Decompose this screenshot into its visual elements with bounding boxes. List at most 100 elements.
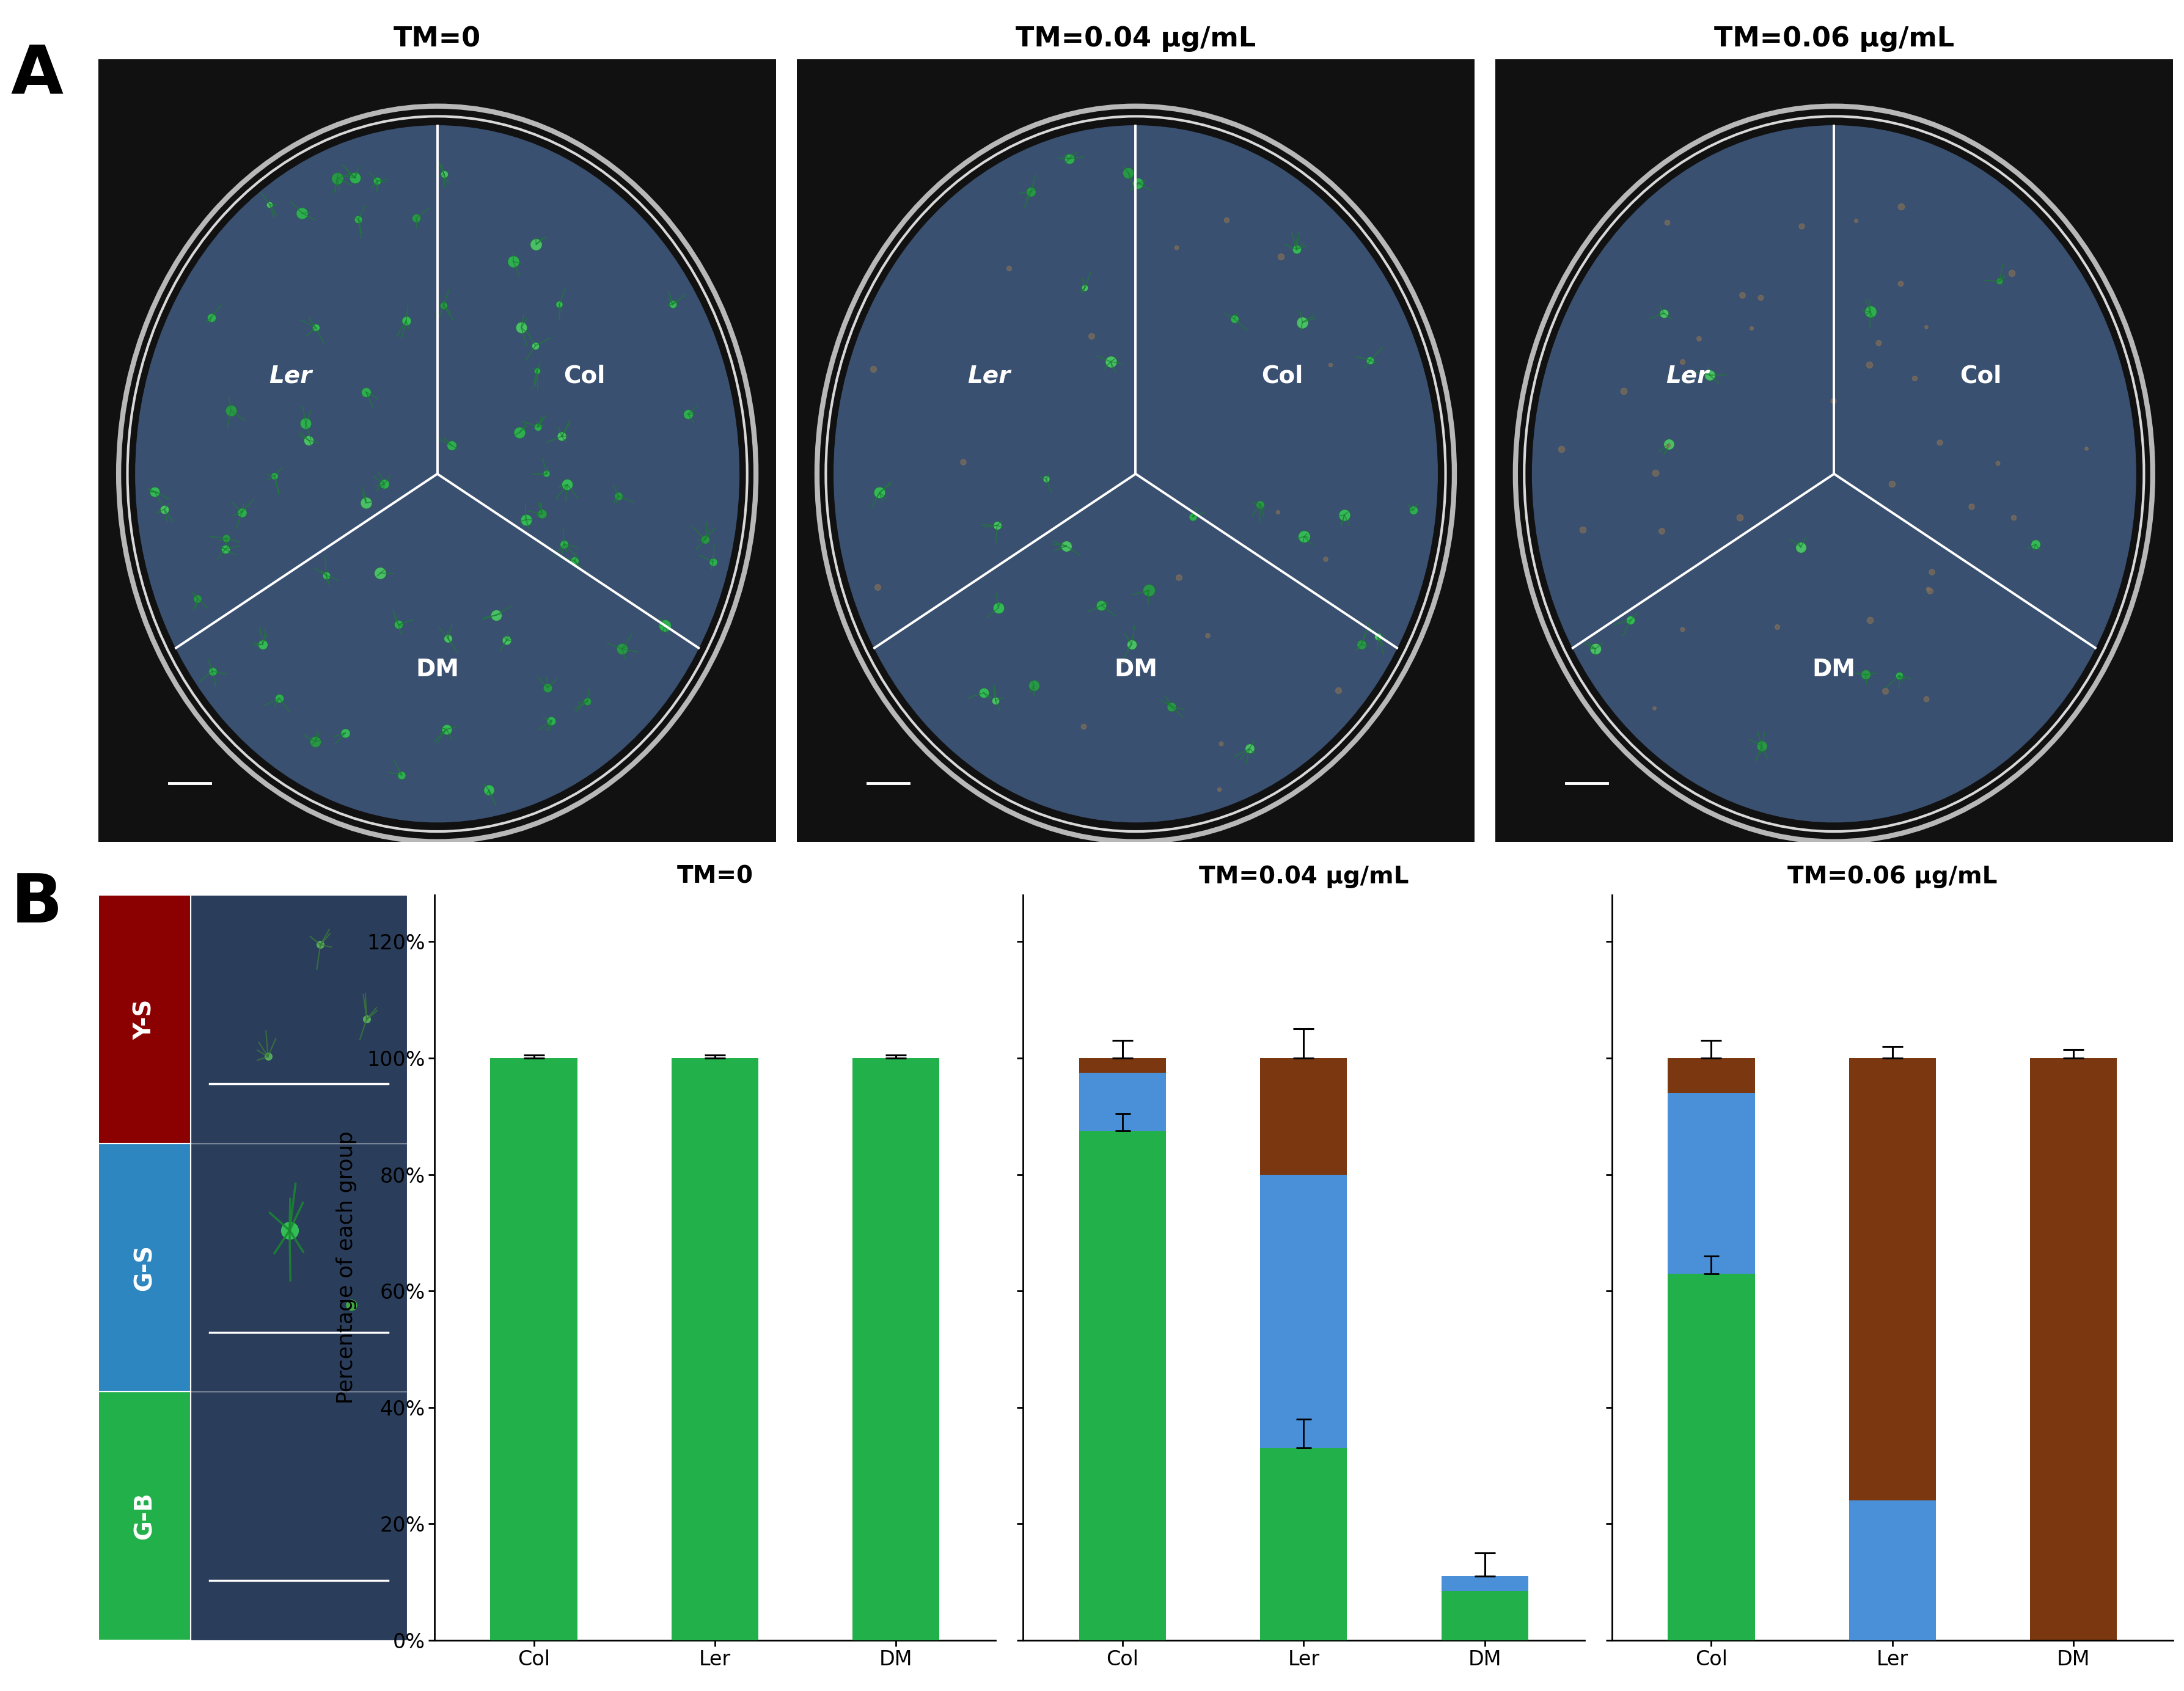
Bar (1850, 1059, 1935, 1640)
Point (601, 482, 636, 509)
Point (981, 594, 1016, 621)
Point (946, 448, 981, 475)
Point (1265, 244, 1299, 271)
Point (1852, 607, 1887, 634)
Bar (98, 1392, 190, 1640)
Point (2068, 435, 2103, 462)
Point (1638, 460, 1673, 487)
Point (1605, 377, 1640, 404)
Point (1682, 325, 1717, 352)
Point (1190, 622, 1225, 649)
Point (496, 247, 531, 274)
Point (1243, 490, 1278, 517)
Point (1922, 430, 1957, 457)
Point (1577, 636, 1612, 663)
Point (251, 1043, 286, 1070)
Point (1861, 330, 1896, 357)
Point (1725, 281, 1760, 308)
Point (288, 409, 323, 436)
Point (529, 460, 563, 487)
Point (1734, 315, 1769, 342)
Text: DM: DM (1114, 658, 1158, 681)
Point (253, 191, 288, 218)
Point (546, 531, 581, 558)
Point (426, 161, 461, 188)
Bar (190, 895, 406, 1143)
Point (509, 506, 544, 533)
Bar (670, 1059, 758, 1640)
Point (557, 548, 592, 575)
Point (544, 423, 579, 450)
Text: G-S: G-S (133, 1245, 157, 1290)
Bar (2029, 1059, 2116, 1640)
Point (1664, 616, 1699, 643)
Title: TM=0.04 μg/mL: TM=0.04 μg/mL (1016, 25, 1256, 52)
Point (655, 291, 690, 318)
Point (1815, 387, 1850, 414)
Bar (1850, 1500, 1935, 1640)
Point (1883, 271, 1918, 298)
Point (1636, 695, 1671, 722)
Title: TM=0: TM=0 (677, 864, 753, 888)
Point (214, 397, 249, 424)
Title: TM=0.04 μg/mL: TM=0.04 μg/mL (1199, 864, 1409, 888)
Point (2018, 531, 2053, 558)
Point (194, 304, 229, 331)
Bar (1079, 1131, 1166, 1640)
Point (1913, 558, 1948, 585)
Point (1201, 776, 1236, 803)
Point (1131, 577, 1166, 604)
Point (1723, 504, 1758, 531)
Point (1048, 533, 1083, 560)
Text: Ler: Ler (269, 365, 312, 387)
Point (1016, 671, 1051, 698)
Point (258, 462, 293, 489)
Point (328, 719, 363, 746)
Point (1983, 267, 2018, 294)
Point (400, 205, 435, 232)
Point (1094, 348, 1129, 375)
Text: DM: DM (1813, 658, 1856, 681)
Point (1321, 676, 1356, 703)
Point (1883, 193, 1918, 220)
Point (262, 685, 297, 712)
Point (1396, 497, 1431, 524)
Point (426, 293, 461, 320)
Point (1328, 502, 1363, 529)
Point (435, 431, 470, 458)
Point (1913, 577, 1948, 604)
Point (349, 379, 384, 406)
Point (1651, 431, 1686, 458)
Point (520, 413, 555, 440)
Point (1883, 663, 1918, 690)
Point (981, 512, 1016, 539)
Point (299, 315, 334, 342)
Point (1112, 159, 1147, 186)
Bar (1441, 1576, 1529, 1591)
Point (1175, 502, 1210, 529)
Point (1852, 298, 1887, 325)
Point (1852, 352, 1887, 379)
Point (430, 626, 465, 653)
Point (1645, 517, 1679, 545)
Point (290, 426, 325, 453)
Point (207, 536, 242, 563)
Point (1614, 607, 1649, 634)
Point (1066, 712, 1101, 739)
Point (1874, 470, 1909, 497)
Point (1153, 693, 1188, 720)
Point (304, 932, 339, 959)
Circle shape (834, 125, 1437, 822)
Text: B: B (11, 871, 63, 937)
Text: Ler: Ler (1666, 365, 1708, 387)
Bar (852, 1059, 939, 1640)
Text: DM: DM (415, 658, 459, 681)
Text: Y-S: Y-S (133, 999, 157, 1040)
Point (334, 1292, 369, 1319)
Point (1693, 362, 1728, 389)
Bar (1441, 1591, 1529, 1640)
Point (533, 707, 568, 734)
Point (1909, 313, 1944, 340)
Point (1053, 145, 1088, 172)
Point (472, 776, 507, 803)
